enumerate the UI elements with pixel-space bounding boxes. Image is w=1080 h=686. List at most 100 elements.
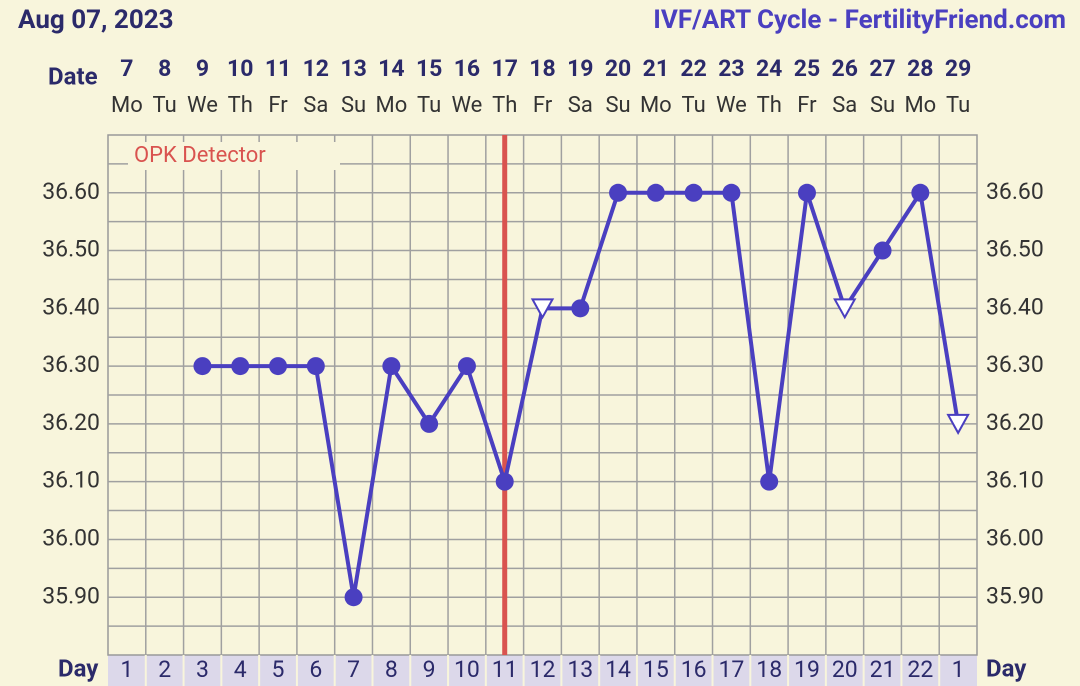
annotation-box xyxy=(128,142,340,170)
weekday-label: Tu xyxy=(946,93,970,118)
cycle-day-label: 21 xyxy=(870,656,896,683)
annotation: OPK Detector xyxy=(134,143,266,168)
point xyxy=(684,183,703,202)
weekday-label: Mo xyxy=(904,93,936,118)
x-tick-label: 8 xyxy=(158,55,171,82)
y-tick-label: 36.50 xyxy=(42,236,100,263)
cycle-day-label: 18 xyxy=(756,656,782,683)
point-triangle xyxy=(946,413,970,435)
weekday-label: We xyxy=(716,93,747,118)
cycle-day-label: 19 xyxy=(794,656,820,683)
cycle-day-label: 20 xyxy=(832,656,858,683)
cycle-day-label: 3 xyxy=(196,656,209,683)
point xyxy=(873,241,892,260)
cycle-day-label: 7 xyxy=(347,656,360,683)
x-tick-label: 23 xyxy=(718,55,744,82)
weekday-label: Mo xyxy=(111,93,143,118)
weekday-label: Su xyxy=(870,93,895,118)
chart-title: Aug 07, 2023 xyxy=(18,5,174,35)
y-tick-label-right: 36.00 xyxy=(986,525,1044,552)
x-tick-label: 19 xyxy=(567,55,593,82)
point xyxy=(231,357,250,376)
cycle-day-label: 6 xyxy=(309,656,322,683)
point xyxy=(760,472,779,491)
x-tick-label: 25 xyxy=(794,55,820,82)
x-tick-label: 21 xyxy=(643,55,669,82)
cycle-day-label: 12 xyxy=(530,656,556,683)
cycle-day-label: 14 xyxy=(605,656,631,683)
weekday-label: Mo xyxy=(640,93,672,118)
x-tick-label: 29 xyxy=(945,55,971,82)
x-tick-label: 9 xyxy=(196,55,209,82)
y-tick-label-right: 36.50 xyxy=(986,236,1044,263)
x-tick-label: 24 xyxy=(756,55,782,82)
weekday-label: Sa xyxy=(303,93,328,118)
weekday-label: Th xyxy=(757,93,782,118)
y-tick-label-right: 36.30 xyxy=(986,351,1044,378)
x-tick-label: 11 xyxy=(265,55,291,82)
weekday-label: Tu xyxy=(153,93,177,118)
y-tick-label-right: 36.60 xyxy=(986,178,1044,205)
point-triangle xyxy=(833,298,857,320)
y-tick-label-right: 36.10 xyxy=(986,467,1044,494)
date-label: Date xyxy=(48,62,98,90)
cycle-day-label: 22 xyxy=(907,656,933,683)
point-triangle xyxy=(530,298,555,320)
y-tick-label-right: 35.90 xyxy=(986,582,1044,609)
point xyxy=(306,357,325,376)
day-label: Day xyxy=(58,654,99,682)
weekday-label: Sa xyxy=(832,93,857,118)
y-tick-label: 35.90 xyxy=(42,582,100,609)
cycle-day-label: 1 xyxy=(120,656,133,683)
weekday-label: Su xyxy=(605,93,630,118)
x-tick-label: 26 xyxy=(832,55,858,82)
point xyxy=(344,588,363,607)
weekday-label: Th xyxy=(492,93,517,118)
cycle-day-label: 8 xyxy=(385,656,398,683)
cycle-day-label: 15 xyxy=(643,656,669,683)
y-tick-label: 36.00 xyxy=(42,525,100,552)
point xyxy=(911,183,930,202)
weekday-label: Su xyxy=(341,93,366,118)
x-tick-label: 7 xyxy=(120,55,133,82)
point xyxy=(382,357,401,376)
y-tick-label: 36.30 xyxy=(42,351,100,378)
x-tick-label: 12 xyxy=(303,55,329,82)
y-tick-label: 36.40 xyxy=(42,293,100,320)
point xyxy=(722,183,741,202)
cycle-day-label: 2 xyxy=(158,656,171,683)
x-tick-label: 13 xyxy=(340,55,366,82)
cycle-day-label: 17 xyxy=(718,656,744,683)
cycle-day-label: 16 xyxy=(681,656,707,683)
x-tick-label: 27 xyxy=(869,55,895,82)
day-row xyxy=(108,655,977,686)
point xyxy=(420,414,439,433)
day-label-right: Day xyxy=(986,654,1027,682)
cycle-day-label: 1 xyxy=(952,656,965,683)
cycle-day-label: 13 xyxy=(567,656,593,683)
cycle-day-label: 9 xyxy=(423,656,436,683)
y-tick-label: 36.60 xyxy=(42,178,100,205)
y-tick-label-right: 36.40 xyxy=(986,293,1044,320)
x-tick-label: 15 xyxy=(416,55,442,82)
weekday-label: Th xyxy=(228,93,253,118)
x-tick-label: 22 xyxy=(680,55,706,82)
point xyxy=(495,472,514,491)
weekday-label: Fr xyxy=(797,93,817,118)
x-tick-label: 17 xyxy=(492,55,518,82)
y-tick-label-right: 36.20 xyxy=(986,409,1044,436)
point xyxy=(457,357,476,376)
point xyxy=(609,183,628,202)
weekday-label: Tu xyxy=(417,93,441,118)
cycle-day-label: 4 xyxy=(234,656,247,683)
weekday-label: We xyxy=(452,93,483,118)
x-tick-label: 16 xyxy=(454,55,480,82)
weekday-label: Tu xyxy=(682,93,706,118)
point xyxy=(269,357,288,376)
y-tick-label: 36.20 xyxy=(42,409,100,436)
cycle-day-label: 10 xyxy=(454,656,480,683)
weekday-label: Fr xyxy=(268,93,288,118)
chart-subtitle: IVF/ART Cycle - FertilityFriend.com xyxy=(653,5,1066,35)
cycle-day-label: 11 xyxy=(492,656,518,683)
